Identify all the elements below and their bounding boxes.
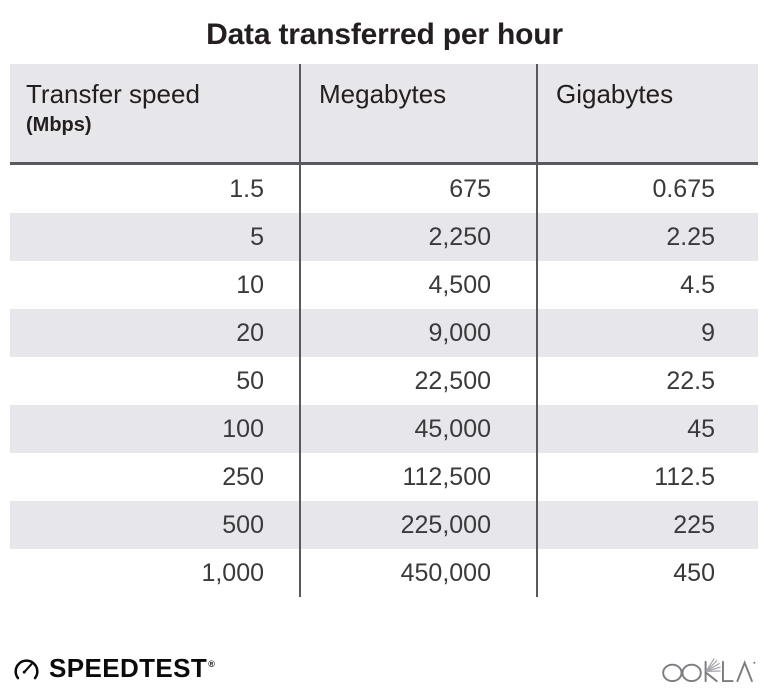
cell-gigabytes: 22.5: [536, 356, 758, 405]
cell-transfer-speed: 250: [10, 452, 300, 501]
speedtest-logo: SPEEDTEST®: [13, 651, 215, 685]
cell-transfer-speed: 10: [10, 260, 300, 309]
table-row: 1,000 450,000 450: [10, 548, 758, 597]
table-row: 250 112,500 112.5: [10, 452, 758, 501]
column-header-transfer-speed: Transfer speed (Mbps): [10, 64, 300, 165]
ookla-wordmark-icon: [660, 656, 757, 683]
cell-gigabytes: 225: [536, 500, 758, 549]
column-header-label: Gigabytes: [556, 79, 674, 109]
cell-megabytes: 675: [299, 163, 537, 213]
column-header-megabytes: Megabytes: [299, 64, 537, 165]
cell-megabytes: 2,250: [299, 212, 537, 261]
cell-megabytes: 225,000: [299, 500, 537, 549]
cell-gigabytes: 0.675: [536, 163, 758, 213]
column-header-label: Megabytes: [319, 79, 447, 109]
footer-branding: SPEEDTEST®: [0, 612, 769, 698]
data-table-container: Transfer speed (Mbps) Megabytes Gigabyte…: [10, 64, 758, 597]
table-body: 1.5 675 0.675 5 2,250 2.25 10 4,500 4.5 …: [10, 163, 758, 597]
cell-gigabytes: 112.5: [536, 452, 758, 501]
cell-megabytes: 112,500: [299, 452, 537, 501]
cell-gigabytes: 45: [536, 404, 758, 453]
table-header: Transfer speed (Mbps) Megabytes Gigabyte…: [10, 64, 758, 165]
speedtest-wordmark: SPEEDTEST®: [49, 652, 216, 683]
data-table: Transfer speed (Mbps) Megabytes Gigabyte…: [10, 64, 758, 597]
cell-gigabytes: 9: [536, 308, 758, 357]
column-header-gigabytes: Gigabytes: [536, 64, 758, 165]
cell-megabytes: 9,000: [299, 308, 537, 357]
speedometer-icon: [13, 655, 40, 682]
cell-transfer-speed: 1.5: [10, 163, 300, 213]
cell-gigabytes: 2.25: [536, 212, 758, 261]
cell-transfer-speed: 1,000: [10, 548, 300, 597]
cell-transfer-speed: 50: [10, 356, 300, 405]
speedtest-wordmark-text: SPEEDTEST: [49, 652, 208, 683]
table-row: 50 22,500 22.5: [10, 356, 758, 405]
table-row: 100 45,000 45: [10, 404, 758, 453]
table-row: 10 4,500 4.5: [10, 260, 758, 309]
table-header-row: Transfer speed (Mbps) Megabytes Gigabyte…: [10, 64, 758, 165]
table-row: 1.5 675 0.675: [10, 163, 758, 213]
cell-megabytes: 450,000: [299, 548, 537, 597]
cell-gigabytes: 4.5: [536, 260, 758, 309]
column-header-unit: (Mbps): [26, 114, 92, 136]
cell-transfer-speed: 5: [10, 212, 300, 261]
page-title: Data transferred per hour: [206, 18, 563, 51]
ookla-logo: [660, 653, 757, 683]
table-row: 20 9,000 9: [10, 308, 758, 357]
table-row: 500 225,000 225: [10, 500, 758, 549]
cell-transfer-speed: 100: [10, 404, 300, 453]
cell-transfer-speed: 20: [10, 308, 300, 357]
cell-gigabytes: 450: [536, 548, 758, 597]
column-header-label: Transfer speed: [26, 79, 200, 109]
cell-megabytes: 22,500: [299, 356, 537, 405]
cell-megabytes: 45,000: [299, 404, 537, 453]
table-row: 5 2,250 2.25: [10, 212, 758, 261]
cell-transfer-speed: 500: [10, 500, 300, 549]
cell-megabytes: 4,500: [299, 260, 537, 309]
speedtest-trademark: ®: [208, 658, 216, 669]
